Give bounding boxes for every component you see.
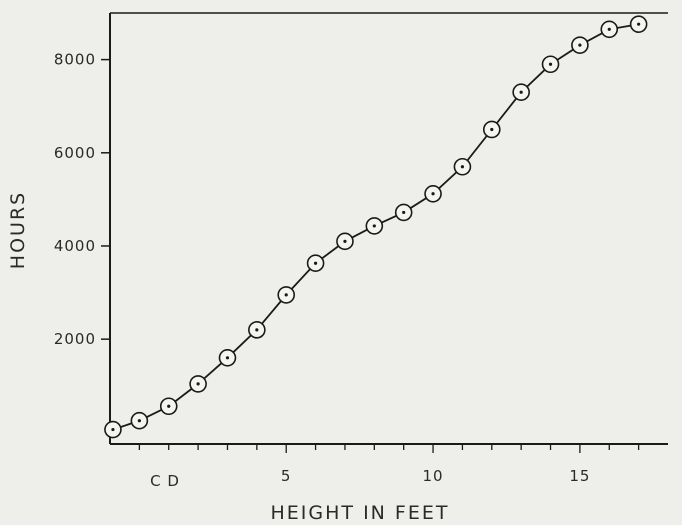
axes [109, 12, 668, 445]
data-points [104, 15, 648, 439]
data-point [336, 232, 354, 251]
y-tick-label: 2000 [54, 330, 96, 348]
data-point [104, 420, 122, 439]
data-point [277, 286, 296, 304]
x-tick-label: 10 [423, 467, 444, 485]
data-point [600, 20, 619, 39]
y-axis-ticks: 2000 4000 6000 8000 [54, 51, 110, 348]
data-point [218, 348, 237, 367]
data-point [424, 184, 442, 203]
y-axis-title: HOURS [7, 191, 29, 269]
data-point [306, 254, 325, 273]
x-origin-label: C D [150, 472, 180, 490]
data-point [482, 120, 501, 139]
data-point [629, 15, 648, 33]
y-tick-label: 8000 [54, 51, 96, 69]
x-axis-title: HEIGHT IN FEET [271, 502, 450, 524]
x-tick-label: 15 [569, 467, 590, 485]
x-tick-label: 5 [281, 467, 292, 485]
y-tick-label: 6000 [54, 144, 96, 162]
data-point [159, 397, 178, 416]
x-axis-ticks: 5 10 15 [138, 444, 640, 485]
data-point [130, 411, 149, 430]
y-tick-label: 4000 [54, 237, 96, 255]
data-point [571, 36, 589, 54]
data-point [394, 203, 413, 222]
data-point [189, 375, 207, 393]
data-point [512, 83, 530, 102]
data-point [453, 157, 472, 176]
data-point [541, 55, 560, 74]
data-point [365, 217, 384, 235]
data-point [248, 321, 266, 339]
